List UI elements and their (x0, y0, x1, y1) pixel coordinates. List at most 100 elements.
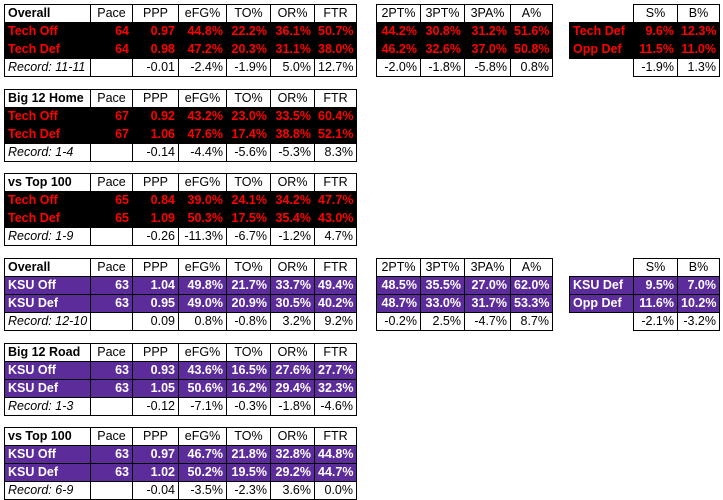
header-efg: eFG% (178, 343, 227, 362)
row-label: Tech Def (4, 40, 91, 59)
cell: 39.0% (178, 191, 227, 210)
header-empty (569, 4, 634, 23)
table-row: Tech Off 67 0.92 43.2% 23.0% 33.5% 60.4% (4, 107, 357, 126)
cell: 1.09 (132, 209, 179, 228)
cell: 23.0% (226, 107, 271, 126)
header-empty (569, 258, 634, 277)
cell: 0.97 (132, 22, 179, 41)
header-to: TO% (226, 173, 271, 192)
cell: 9.5% (633, 276, 678, 295)
tech-home-table: Big 12 Home Pace PPP eFG% TO% OR% FTR Te… (4, 89, 357, 162)
cell: 49.4% (314, 276, 357, 295)
cell: 46.7% (178, 445, 227, 464)
header-ppp: PPP (132, 343, 179, 362)
cell: 50.7% (314, 22, 357, 41)
table-title: Overall (4, 258, 91, 277)
cell: 5.0% (270, 58, 315, 77)
header-b: B% (677, 258, 720, 277)
table-row: Opp Def 11.6% 10.2% (569, 294, 720, 313)
header-ppp: PPP (132, 89, 179, 108)
cell: 37.0% (464, 40, 511, 59)
cell: 27.0% (464, 276, 511, 295)
cell: -2.1% (633, 312, 678, 331)
table-title: Big 12 Home (4, 89, 91, 108)
row-label: KSU Off (4, 361, 91, 380)
row-label: Opp Def (569, 294, 634, 313)
header-ppp: PPP (132, 4, 179, 23)
cell: 27.7% (314, 361, 357, 380)
cell: 1.02 (132, 463, 179, 482)
table-row: Tech Def 9.6% 12.3% (569, 22, 720, 41)
cell: -0.2% (376, 312, 421, 331)
cell: 40.2% (314, 294, 357, 313)
cell: 4.7% (314, 227, 357, 246)
cell: 1.3% (677, 58, 720, 77)
cell: -0.26 (132, 227, 179, 246)
row-label: KSU Off (4, 445, 91, 464)
header-row: Overall Pace PPP eFG% TO% OR% FTR (4, 4, 357, 23)
cell: -3.5% (178, 481, 227, 500)
header-or: OR% (270, 258, 315, 277)
cell: -7.1% (178, 397, 227, 416)
cell: 33.7% (270, 276, 315, 295)
row-label: KSU Def (4, 463, 91, 482)
header-ftr: FTR (314, 89, 357, 108)
header-to: TO% (226, 258, 271, 277)
table-row: Tech Off 65 0.84 39.0% 24.1% 34.2% 47.7% (4, 191, 357, 210)
cell: 36.1% (270, 22, 315, 41)
ksu-top100-table: vs Top 100 Pace PPP eFG% TO% OR% FTR KSU… (4, 427, 357, 500)
cell (90, 58, 133, 77)
header-3pa: 3PA% (464, 258, 511, 277)
row-label: Opp Def (569, 40, 634, 59)
cell: 65 (90, 191, 133, 210)
cell: 35.4% (270, 209, 315, 228)
cell: -1.9% (226, 58, 271, 77)
cell: 31.2% (464, 22, 511, 41)
record-row: Record: 1-9 -0.26 -11.3% -6.7% -1.2% 4.7… (4, 227, 357, 246)
cell: 48.5% (376, 276, 421, 295)
cell: 64 (90, 40, 133, 59)
cell: 31.1% (270, 40, 315, 59)
record-row: Record: 1-4 -0.14 -4.4% -5.6% -5.3% 8.3% (4, 143, 357, 162)
cell: 29.2% (270, 463, 315, 482)
cell: 50.2% (178, 463, 227, 482)
row-label: Tech Def (4, 209, 91, 228)
cell: 24.1% (226, 191, 271, 210)
header-or: OR% (270, 173, 315, 192)
table-row: KSU Def 9.5% 7.0% (569, 276, 720, 295)
cell: 21.8% (226, 445, 271, 464)
table-row: KSU Off 63 0.93 43.6% 16.5% 27.6% 27.7% (4, 361, 357, 380)
row-label: Tech Def (4, 125, 91, 144)
cell: 32.8% (270, 445, 315, 464)
record-empty (569, 312, 634, 331)
row-label: KSU Def (4, 294, 91, 313)
header-row: vs Top 100 Pace PPP eFG% TO% OR% FTR (4, 427, 357, 446)
cell: 27.6% (270, 361, 315, 380)
cell: 22.2% (226, 22, 271, 41)
header-to: TO% (226, 89, 271, 108)
cell: 20.3% (226, 40, 271, 59)
header-pace: Pace (90, 4, 133, 23)
record-row: Record: 1-3 -0.12 -7.1% -0.3% -1.8% -4.6… (4, 397, 357, 416)
header-efg: eFG% (178, 173, 227, 192)
cell: 0.8% (510, 58, 553, 77)
cell: 46.2% (376, 40, 421, 59)
header-a: A% (510, 4, 553, 23)
cell: 38.8% (270, 125, 315, 144)
cell: -0.14 (132, 143, 179, 162)
header-3pa: 3PA% (464, 4, 511, 23)
cell: -2.0% (376, 58, 421, 77)
cell: 65 (90, 209, 133, 228)
cell: 49.0% (178, 294, 227, 313)
tech-overall-table: Overall Pace PPP eFG% TO% OR% FTR Tech O… (4, 4, 357, 77)
cell: 63 (90, 361, 133, 380)
cell: -1.8% (270, 397, 315, 416)
cell: 0.09 (132, 312, 179, 331)
record-row: -2.0% -1.8% -5.8% 0.8% (376, 58, 553, 77)
record-label: Record: 6-9 (4, 481, 91, 500)
cell: 52.1% (314, 125, 357, 144)
header-to: TO% (226, 4, 271, 23)
cell: 12.7% (314, 58, 357, 77)
tech-block-table: S% B% Tech Def 9.6% 12.3% Opp Def 11.5% … (569, 4, 720, 77)
cell: 12.3% (677, 22, 720, 41)
